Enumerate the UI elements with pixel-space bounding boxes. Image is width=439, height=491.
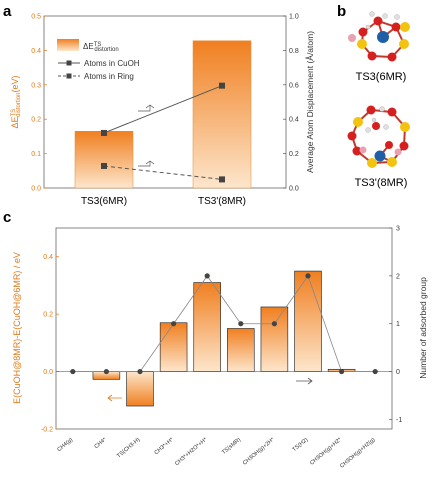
panel-c-frame (55, 227, 393, 430)
c-category-label: TS(CH3-H) (116, 437, 141, 460)
c-left-tick-label: 0.0 (43, 369, 53, 376)
c-category-label: CH3OH(g)+H2(g) (339, 437, 376, 470)
panel-b-letter: b (337, 3, 346, 20)
a-right-tick-label: 1.0 (289, 14, 299, 21)
a-series-1-point-0 (101, 162, 107, 169)
legend-bar-swatch (57, 39, 79, 51)
c-bar-4 (193, 282, 221, 372)
legend-line1-label: Atoms in CuOH (84, 59, 140, 68)
panel-c-lines (70, 273, 378, 375)
c-bar-5 (227, 328, 255, 372)
c-category-label: CH4(g) (56, 437, 74, 453)
c-category-label: TS(sMR) (221, 437, 242, 456)
a-series-1-point-1 (219, 176, 225, 183)
a-left-tick-label: 0.0 (31, 186, 41, 193)
legend-line2-label: Atoms in Ring (84, 72, 134, 81)
a-right-tick-label: 0.4 (289, 117, 299, 124)
panel-a-legend: ΔETS distortion Atoms in CuOH Atoms in Ri… (57, 39, 140, 81)
a-left-tick-label: 0.3 (31, 82, 41, 89)
c-bar-2 (126, 371, 154, 407)
a-right-tick-label: 0.2 (289, 151, 299, 158)
c-category-label: CH4* (94, 436, 109, 450)
panel-a-lines (101, 82, 225, 183)
c-series-point-8 (339, 368, 345, 375)
c-series-point-7 (305, 273, 311, 279)
panel-b-label-8mr: TS3'(8MR) (355, 177, 408, 189)
panel-a-arrow-cuoh (138, 104, 155, 112)
a-right-tick-label: 0.6 (289, 82, 299, 89)
c-series-point-0 (70, 368, 76, 375)
c-series-point-6 (271, 321, 277, 327)
a-left-tick-label: 0.5 (31, 14, 41, 21)
panel-a-frame (43, 15, 287, 189)
c-series-point-5 (238, 321, 244, 327)
panel-c-letter: c (3, 209, 11, 226)
c-right-tick-label: -1 (396, 417, 402, 424)
c-bar-3 (159, 322, 188, 372)
c-series-point-4 (204, 273, 210, 279)
c-right-tick-label: 3 (396, 226, 400, 233)
panel-a-right-axis-label: Average Atom Displacement (Å/atom) (305, 31, 315, 173)
molecule-ts3-6mr (348, 11, 410, 62)
panel-a-right-ticks: 0.0 0.2 0.4 0.6 0.8 1.0 (283, 14, 299, 193)
c-left-tick-label: 0.2 (43, 312, 53, 319)
a-category-label: TS3(6MR) (81, 196, 127, 207)
panel-c-categories: CH4(g) CH4* TS(CH3-H) CH3*+H* CH3*+H2O*+H* TS… (56, 436, 376, 469)
c-category-label: TS(H2) (292, 437, 310, 453)
panel-a-arrow-ring (138, 160, 155, 167)
panel-c-right-axis-label: Number of adsorbed group (418, 277, 428, 379)
molecule-ts3-8mr (347, 105, 410, 168)
a-series-0-point-0 (101, 129, 107, 136)
c-right-tick-label: 0 (396, 369, 400, 376)
c-bar-6 (260, 306, 289, 372)
panel-a-left-ticks: 0.0 0.1 0.2 0.3 0.4 0.5 (31, 14, 47, 193)
legend-bar-label: ΔETS distortion (83, 42, 119, 53)
panel-c-left-axis-label: E(CuOH@8MR)-E(CuOH@6MR) / eV (12, 252, 22, 404)
panel-a-bars (74, 40, 252, 189)
c-left-tick-label: -0.2 (41, 427, 53, 434)
a-category-label: TS3'(8MR) (198, 196, 246, 207)
legend-line2-marker (66, 73, 72, 79)
panel-c: c -0.2 0.0 0.2 0.4 -1 0 1 2 3 E(CuOH@8MR)-E(CuO… (3, 209, 428, 470)
a-left-tick-label: 0.2 (31, 117, 41, 124)
c-series-point-2 (137, 368, 143, 375)
a-series-0-point-1 (219, 82, 225, 89)
c-category-label: CH3OH(g)+H2* (309, 436, 343, 466)
panel-a: a 0.00.10.20.30.40.5 0.00.20.40.60.81.0 … (3, 3, 315, 207)
panel-b: b (337, 3, 410, 189)
c-category-label: CH3*+H* (154, 436, 176, 456)
panel-b-label-6mr: TS3(6MR) (356, 71, 407, 83)
a-right-tick-label: 0.8 (289, 48, 299, 55)
c-series-point-3 (171, 321, 177, 327)
c-series-line (72, 274, 376, 372)
c-right-tick-label: 2 (396, 273, 400, 280)
a-series-line-1 (103, 165, 223, 180)
a-series-line-0 (103, 85, 223, 134)
panel-c-arrow-left (107, 394, 122, 402)
panel-c-right-ticks: -1 0 1 2 3 (389, 226, 402, 424)
a-right-tick-label: 0.0 (289, 186, 299, 193)
panel-a-letter: a (3, 3, 12, 20)
c-category-label: CH3OH(g)+2H* (242, 436, 276, 466)
c-series-point-9 (372, 368, 378, 375)
c-series-point-1 (103, 368, 109, 375)
panel-c-arrow-right (296, 377, 313, 385)
legend-line1-marker (66, 60, 72, 66)
panel-c-bars (92, 270, 356, 407)
c-bar-7 (294, 270, 322, 372)
c-category-label: CH3*+H2O*+H* (174, 436, 209, 467)
panel-a-categories: TS3(6MR) TS3'(8MR) (81, 196, 246, 207)
a-left-tick-label: 0.4 (31, 48, 41, 55)
a-bar-1 (192, 40, 252, 189)
c-left-tick-label: 0.4 (43, 254, 53, 261)
a-left-tick-label: 0.1 (31, 151, 41, 158)
c-right-tick-label: 1 (396, 321, 400, 328)
a-bar-0 (74, 130, 134, 189)
panel-a-left-axis-label: ΔETSdistortion(eV) (10, 75, 22, 128)
